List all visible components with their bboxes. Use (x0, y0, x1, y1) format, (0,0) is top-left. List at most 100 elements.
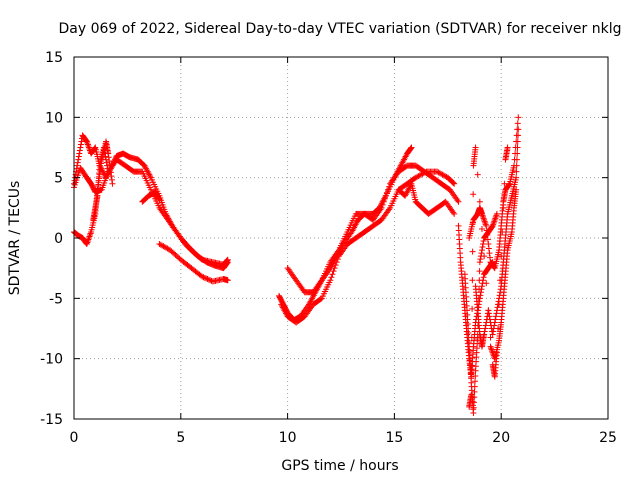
data-point (476, 268, 483, 275)
data-point (474, 171, 481, 178)
y-axis-label: SDTVAR / TECUs (7, 181, 23, 296)
data-point (384, 186, 391, 193)
data-point (205, 276, 212, 283)
series-track-j (395, 180, 458, 217)
data-point (207, 277, 214, 284)
data-point (490, 328, 497, 335)
data-point (78, 138, 85, 145)
data-point (504, 144, 511, 151)
data-point (379, 201, 386, 208)
data-point (483, 227, 490, 234)
data-point (106, 161, 113, 168)
data-point (109, 180, 116, 187)
data-point (104, 165, 111, 172)
data-point (451, 210, 458, 217)
data-point (75, 153, 82, 160)
data-point (204, 276, 211, 283)
series-track-e (139, 189, 163, 205)
data-point (224, 256, 231, 263)
data-point (380, 198, 387, 205)
data-point (469, 305, 476, 312)
data-point (378, 204, 385, 211)
data-point (481, 328, 488, 335)
data-point (484, 236, 491, 243)
axis-ticks: 0 5 10 15 20 25 -15 -10 -5 0 5 10 15 (40, 50, 617, 446)
data-point (330, 268, 337, 275)
y-tick-label: 10 (45, 110, 63, 126)
data-point (480, 238, 487, 245)
data-point (487, 334, 494, 341)
data-point (105, 168, 112, 175)
data-point (476, 198, 483, 205)
series-track-n (472, 126, 522, 350)
data-point (469, 219, 476, 226)
data-point (479, 244, 486, 251)
data-point (486, 250, 493, 257)
data-point (75, 156, 82, 163)
data-point (74, 162, 81, 169)
data-point (386, 183, 393, 190)
data-point (470, 191, 477, 198)
data-point (493, 210, 500, 217)
data-point (101, 150, 108, 157)
data-point (489, 331, 496, 338)
data-point (469, 277, 476, 284)
data-point (513, 174, 520, 181)
data-point (468, 363, 475, 370)
data-point (472, 373, 479, 380)
data-point (471, 383, 478, 390)
y-tick-label: 5 (54, 171, 63, 187)
y-tick-label: -10 (40, 352, 63, 368)
data-point (480, 241, 487, 248)
data-point (513, 156, 520, 163)
data-point (103, 156, 110, 163)
data-point (481, 253, 488, 260)
data-point (485, 307, 492, 314)
x-tick-label: 25 (599, 430, 617, 446)
data-point (486, 316, 493, 323)
data-point (469, 248, 476, 255)
data-point (382, 192, 389, 199)
data-point (329, 271, 336, 278)
data-point (482, 322, 489, 329)
data-point (76, 150, 83, 157)
data-point (470, 409, 477, 416)
series-track-p (466, 144, 511, 410)
data-point (468, 334, 475, 341)
data-point (327, 277, 334, 284)
data-point (450, 179, 457, 186)
data-point (494, 304, 501, 311)
data-point (513, 186, 520, 193)
data-point (483, 222, 490, 229)
data-point (476, 277, 483, 284)
data-point (102, 153, 109, 160)
series-track-f (156, 241, 231, 285)
data-point (493, 307, 500, 314)
x-axis-label: GPS time / hours (281, 458, 398, 474)
data-point (477, 256, 484, 263)
data-point (107, 169, 114, 176)
data-point (501, 180, 508, 187)
data-point (317, 296, 324, 303)
data-point (485, 245, 492, 252)
data-point (481, 331, 488, 338)
data-point (491, 322, 498, 329)
data-point (500, 204, 507, 211)
data-point (506, 181, 513, 188)
data-point (486, 254, 493, 261)
data-point (328, 274, 335, 281)
data-point (451, 180, 458, 187)
data-point (104, 162, 111, 169)
data-point (74, 159, 81, 166)
data-point (499, 228, 506, 235)
data-point (513, 168, 520, 175)
data-point (156, 196, 163, 203)
data-point (478, 283, 485, 290)
data-point (485, 310, 492, 317)
data-point (486, 313, 493, 320)
data-point (203, 275, 210, 282)
data-point (332, 262, 339, 269)
data-point (383, 189, 390, 196)
x-tick-label: 5 (176, 430, 185, 446)
